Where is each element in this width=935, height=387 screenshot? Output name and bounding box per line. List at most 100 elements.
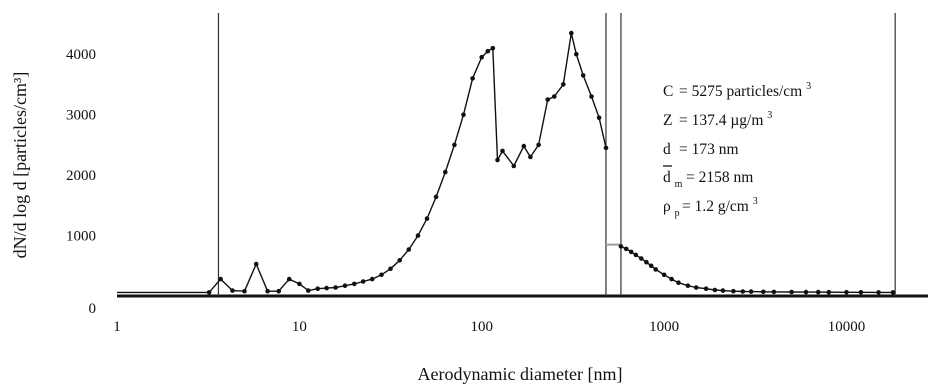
x-axis-title: Aerodynamic diameter [nm] [418, 364, 623, 384]
data-point [574, 51, 579, 57]
annotation-dm-sub: m [675, 179, 683, 190]
data-point [858, 290, 864, 295]
data-point [495, 157, 500, 163]
data-point [485, 48, 491, 54]
data-point [633, 252, 639, 258]
data-point [306, 288, 311, 293]
annotation-d: d = 173 nm [663, 141, 739, 158]
data-point [826, 289, 832, 295]
data-point [242, 288, 247, 294]
annotation-rho-value: = 1.2 g/cm [682, 198, 749, 215]
data-point [218, 276, 223, 282]
data-point [536, 142, 541, 148]
x-tick-label: 100 [470, 319, 493, 335]
annotation-dm-symbol: d [663, 169, 671, 186]
data-point [712, 287, 718, 293]
data-point [676, 280, 681, 286]
data-point [596, 115, 602, 120]
annotation-c-value: = 5275 particles/cm [679, 83, 802, 100]
data-point [461, 112, 466, 117]
annotation-c-sup: 3 [806, 81, 811, 92]
data-point [644, 259, 649, 265]
data-point [342, 283, 348, 289]
data-point [669, 276, 674, 282]
x-tick-label: 10000 [828, 319, 866, 335]
data-point [561, 82, 566, 87]
data-point [490, 45, 496, 51]
data-point [230, 288, 235, 293]
vertical-reference-lines [217, 13, 896, 296]
data-point [580, 73, 586, 78]
data-point [443, 169, 448, 175]
data-point [352, 281, 357, 287]
data-point [511, 163, 517, 169]
data-point [500, 148, 505, 154]
data-point [639, 256, 644, 261]
annotation-dm: d m = 2158 nm [663, 169, 753, 191]
y-tick-label: 0 [89, 301, 97, 317]
data-point [740, 289, 746, 294]
data-point [406, 247, 412, 252]
data-point [703, 286, 709, 292]
annotation-d-symbol: d [663, 141, 671, 158]
annotation-rho-sup: 3 [753, 196, 758, 207]
data-point [479, 54, 485, 60]
data-point [324, 285, 329, 291]
y-axis-title: dN/d log d [particles/cm³] [10, 72, 30, 259]
data-point [397, 258, 403, 263]
y-tick-labels: 0 1000 2000 3000 4000 [66, 47, 96, 317]
data-point [452, 142, 457, 148]
data-point [545, 97, 550, 102]
annotation-z-sup: 3 [767, 110, 772, 121]
data-point [388, 266, 393, 272]
data-point [618, 244, 624, 249]
x-tick-label: 1000 [649, 319, 679, 335]
data-point [528, 154, 533, 160]
data-point [206, 290, 212, 295]
annotation-rho-sub: p [675, 208, 680, 219]
annotation-d-value: = 173 nm [679, 141, 739, 158]
data-point [297, 281, 302, 287]
data-point [569, 30, 574, 36]
data-point [379, 272, 384, 278]
x-tick-label: 10 [292, 319, 307, 335]
data-point [761, 289, 766, 295]
annotation-c: C = 5275 particles/cm 3 [663, 81, 811, 100]
data-point [789, 289, 794, 295]
data-point [521, 143, 527, 149]
x-tick-label: 1 [113, 319, 121, 335]
data-point [803, 289, 809, 295]
data-point [552, 94, 557, 99]
data-point [876, 290, 881, 295]
data-point [815, 289, 821, 295]
series-1-line [620, 245, 893, 294]
series-lines [117, 32, 893, 294]
series-0-line [117, 32, 607, 294]
annotation-block: C = 5275 particles/cm 3 Z = 137.4 µg/m 3… [663, 81, 811, 219]
data-point [276, 288, 282, 294]
series-points [206, 30, 896, 295]
data-point [589, 94, 594, 99]
data-point [433, 194, 439, 200]
data-point [369, 276, 375, 282]
data-point [693, 285, 699, 290]
annotation-rho-symbol: ρ [663, 198, 671, 215]
y-tick-label: 4000 [66, 47, 96, 63]
y-tick-label: 2000 [66, 168, 96, 184]
annotation-z-symbol: Z [663, 112, 672, 129]
y-tick-label: 1000 [66, 229, 96, 245]
data-point [685, 283, 691, 289]
data-point [771, 289, 777, 295]
data-point [731, 288, 736, 294]
data-point [653, 267, 658, 272]
data-point [648, 263, 654, 269]
data-point [661, 272, 667, 278]
data-point [844, 290, 849, 295]
data-point [628, 249, 634, 255]
annotation-c-symbol: C [663, 83, 673, 100]
data-point [470, 76, 475, 81]
annotation-z-value: = 137.4 µg/m [679, 112, 763, 129]
data-point [286, 276, 292, 282]
annotation-dm-value: = 2158 nm [686, 169, 753, 186]
